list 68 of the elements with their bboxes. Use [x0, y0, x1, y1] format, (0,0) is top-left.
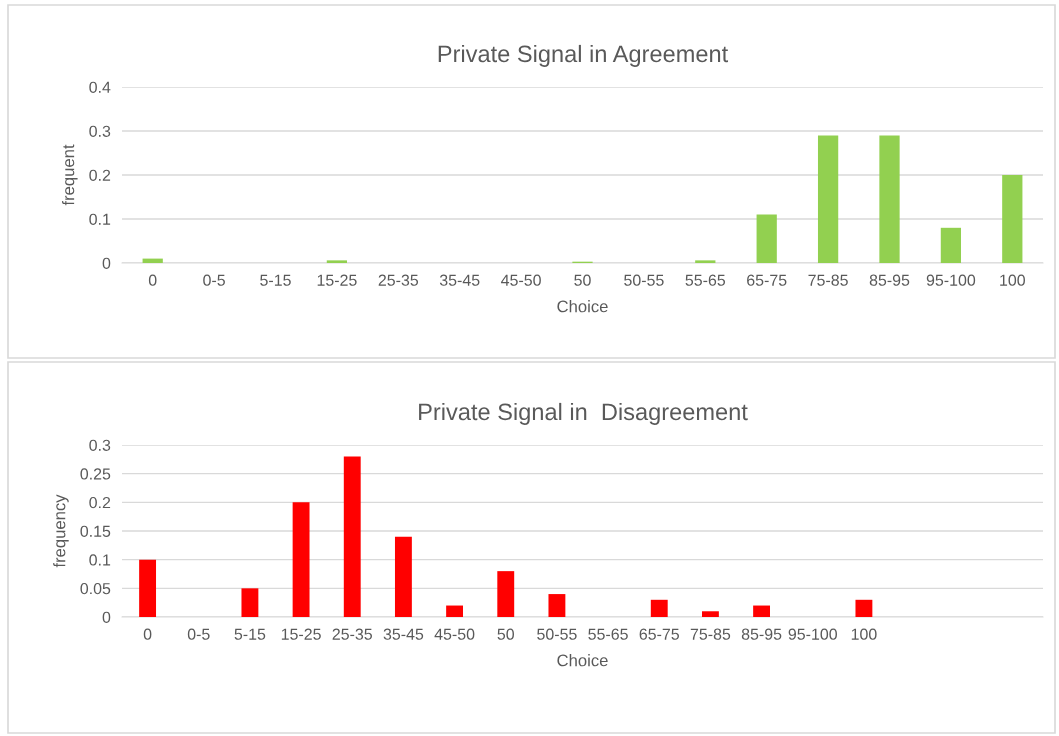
x-tick-label: 35-45: [439, 274, 480, 286]
x-tick-label: 65-75: [747, 274, 787, 286]
x-tick-label: 25-35: [332, 628, 373, 640]
x-tick-label: 55-65: [685, 274, 726, 286]
x-tick-label: 5-15: [234, 628, 266, 640]
chart-title: Private Signal in Agreement: [438, 44, 729, 67]
x-tick-label: 95-100: [788, 628, 837, 640]
x-tick-label: 50: [497, 628, 515, 640]
bar: [701, 611, 719, 617]
bar: [879, 135, 900, 263]
x-axis-title: Choice: [557, 654, 608, 667]
bar: [446, 605, 464, 617]
y-tick-label: 0.3: [89, 439, 111, 451]
bar: [940, 227, 962, 263]
bar: [139, 559, 157, 617]
bar: [497, 571, 515, 617]
bar: [753, 605, 771, 617]
y-tick-label: 0: [102, 611, 111, 623]
x-tick-label: 35-45: [383, 628, 424, 640]
y-tick-label: 0.4: [89, 81, 111, 93]
x-tick-label: 50-55: [537, 628, 577, 640]
bar: [292, 502, 310, 617]
x-tick-label: 0-5: [203, 274, 225, 286]
y-axis-title: frequent: [62, 144, 78, 206]
y-tick-label: 0.25: [80, 468, 111, 480]
bar: [326, 260, 348, 263]
bar: [241, 588, 259, 617]
x-tick-label: 100: [1000, 274, 1025, 286]
bar: [817, 135, 839, 263]
x-tick-label: 0: [143, 628, 152, 640]
x-tick-label: 15-25: [281, 628, 321, 640]
y-tick-label: 0.05: [80, 582, 111, 595]
bar: [548, 594, 566, 617]
bar: [142, 258, 163, 263]
y-tick-label: 0.3: [89, 125, 111, 137]
bar: [343, 456, 361, 617]
x-tick-label: 100: [851, 628, 877, 640]
x-tick-label: 85-95: [741, 628, 782, 640]
bar: [394, 536, 412, 617]
bar: [855, 599, 873, 617]
y-tick-label: 0.2: [89, 169, 111, 181]
bar: [1002, 175, 1023, 263]
y-axis-title: frequency: [53, 494, 69, 568]
bar: [695, 260, 716, 263]
y-tick-label: 0.15: [80, 525, 111, 537]
bar: [756, 214, 777, 263]
x-tick-label: 85-95: [869, 274, 910, 286]
x-tick-label: 15-25: [317, 274, 357, 286]
y-tick-label: 0.2: [89, 496, 111, 509]
y-tick-label: 0: [102, 257, 111, 269]
x-tick-label: 50: [574, 274, 591, 286]
x-tick-label: 45-50: [434, 628, 475, 640]
x-tick-label: 75-85: [690, 628, 731, 640]
bar: [650, 599, 668, 617]
x-tick-label: 50-55: [624, 274, 664, 286]
x-tick-label: 75-85: [808, 274, 848, 286]
x-tick-label: 0-5: [187, 628, 210, 640]
x-tick-label: 65-75: [639, 628, 680, 640]
x-tick-label: 55-65: [588, 628, 628, 640]
x-tick-label: 5-15: [260, 274, 291, 286]
y-tick-label: 0.1: [89, 554, 111, 566]
x-tick-label: 45-50: [501, 274, 541, 286]
x-tick-label: 0: [148, 274, 157, 286]
chart-title: Private Signal in Disagreement: [419, 402, 748, 425]
x-tick-label: 95-100: [926, 274, 976, 286]
y-tick-label: 0.1: [89, 213, 111, 225]
x-tick-label: 25-35: [378, 274, 419, 286]
x-axis-title: Choice: [557, 300, 608, 313]
